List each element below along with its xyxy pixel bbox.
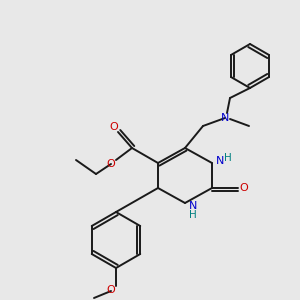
Text: N: N [216, 156, 224, 166]
Text: O: O [110, 122, 118, 132]
Text: N: N [189, 201, 197, 211]
Text: O: O [106, 159, 116, 169]
Text: O: O [240, 183, 248, 193]
Text: N: N [221, 113, 229, 123]
Text: H: H [224, 153, 232, 163]
Text: H: H [189, 210, 197, 220]
Text: O: O [106, 285, 116, 295]
